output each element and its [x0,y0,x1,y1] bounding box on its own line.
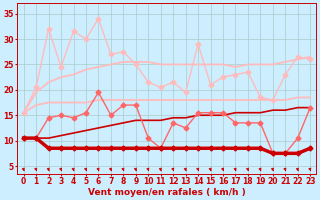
X-axis label: Vent moyen/en rafales ( km/h ): Vent moyen/en rafales ( km/h ) [88,188,246,197]
